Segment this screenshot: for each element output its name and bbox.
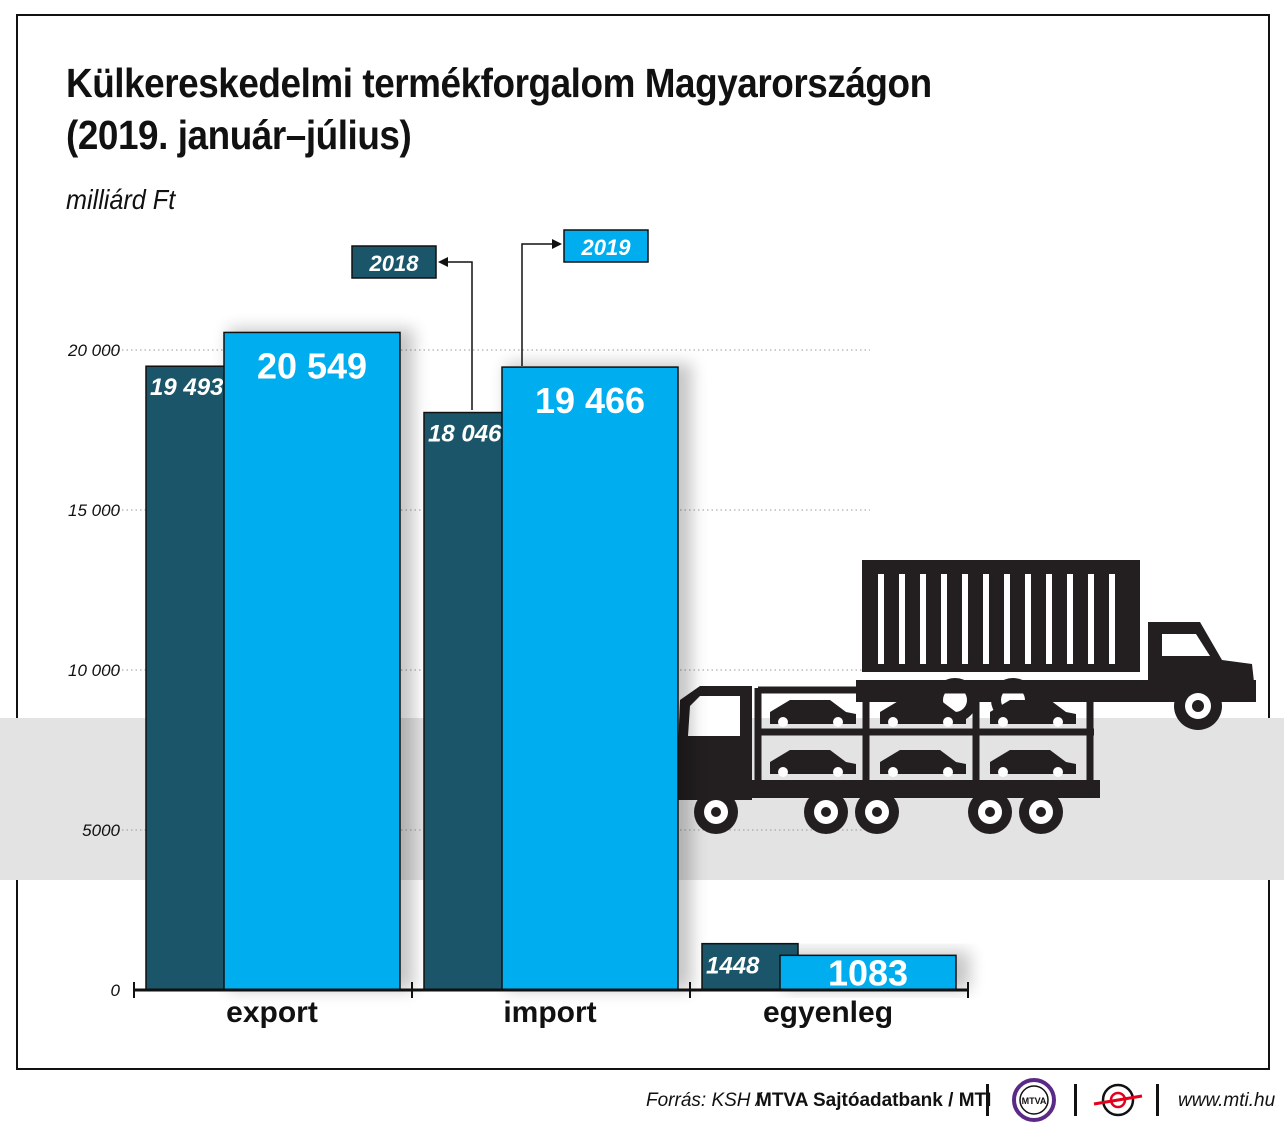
footer-separator xyxy=(1156,1084,1159,1116)
source-url: www.mti.hu xyxy=(1178,1090,1276,1111)
data-label-2019-import: 19 466 xyxy=(535,380,645,421)
y-tick-label: 10 000 xyxy=(68,661,121,680)
footer-separator xyxy=(986,1084,989,1116)
legend-label-2018: 2018 xyxy=(369,251,420,276)
source-prefix: Forrás: KSH / xyxy=(646,1090,762,1111)
source-agency: MTVA Sajtóadatbank / MTI xyxy=(756,1090,992,1111)
mti-logo-icon xyxy=(1093,1083,1143,1117)
footer-separator xyxy=(1074,1084,1077,1116)
chart-title-line-2: (2019. január–július) xyxy=(66,112,412,158)
data-label-2018-egyenleg: 1448 xyxy=(706,953,760,980)
category-label-egyenleg: egyenleg xyxy=(763,996,893,1029)
footer: Forrás: KSH / MTVA Sajtóadatbank / MTI M… xyxy=(0,1078,1284,1134)
data-label-2019-export: 20 549 xyxy=(257,345,367,386)
legend-label-2019: 2019 xyxy=(581,235,632,260)
data-label-2018-export: 19 493 xyxy=(150,374,224,401)
y-tick-label: 15 000 xyxy=(68,501,121,520)
y-tick-label: 5000 xyxy=(82,821,120,840)
legend-swatch-2018 xyxy=(351,245,437,279)
chart-title-line-1: Külkereskedelmi termékforgalom Magyarors… xyxy=(66,60,932,106)
data-label-2019-egyenleg: 1083 xyxy=(828,952,908,993)
bar-2019-egyenleg xyxy=(779,954,957,991)
data-label-2018-import: 18 046 xyxy=(428,421,502,448)
bar-2019-export xyxy=(223,331,401,991)
category-label-export: export xyxy=(226,996,318,1029)
bar-2019-import xyxy=(501,366,679,991)
y-tick-label: 0 xyxy=(111,981,121,1000)
y-tick-label: 20 000 xyxy=(67,341,121,360)
legend-swatch-2019 xyxy=(563,229,649,263)
bar-chart: 0 5000 10 000 15 000 20 000 xyxy=(67,229,1256,1029)
truck-illustration xyxy=(676,560,1256,834)
mtva-logo-text: MTVA xyxy=(1022,1096,1047,1106)
mtva-logo-icon: MTVA xyxy=(1012,1078,1056,1122)
unit-label: milliárd Ft xyxy=(66,184,176,215)
category-label-import: import xyxy=(503,996,596,1029)
car-transporter-truck-icon xyxy=(676,686,1100,834)
